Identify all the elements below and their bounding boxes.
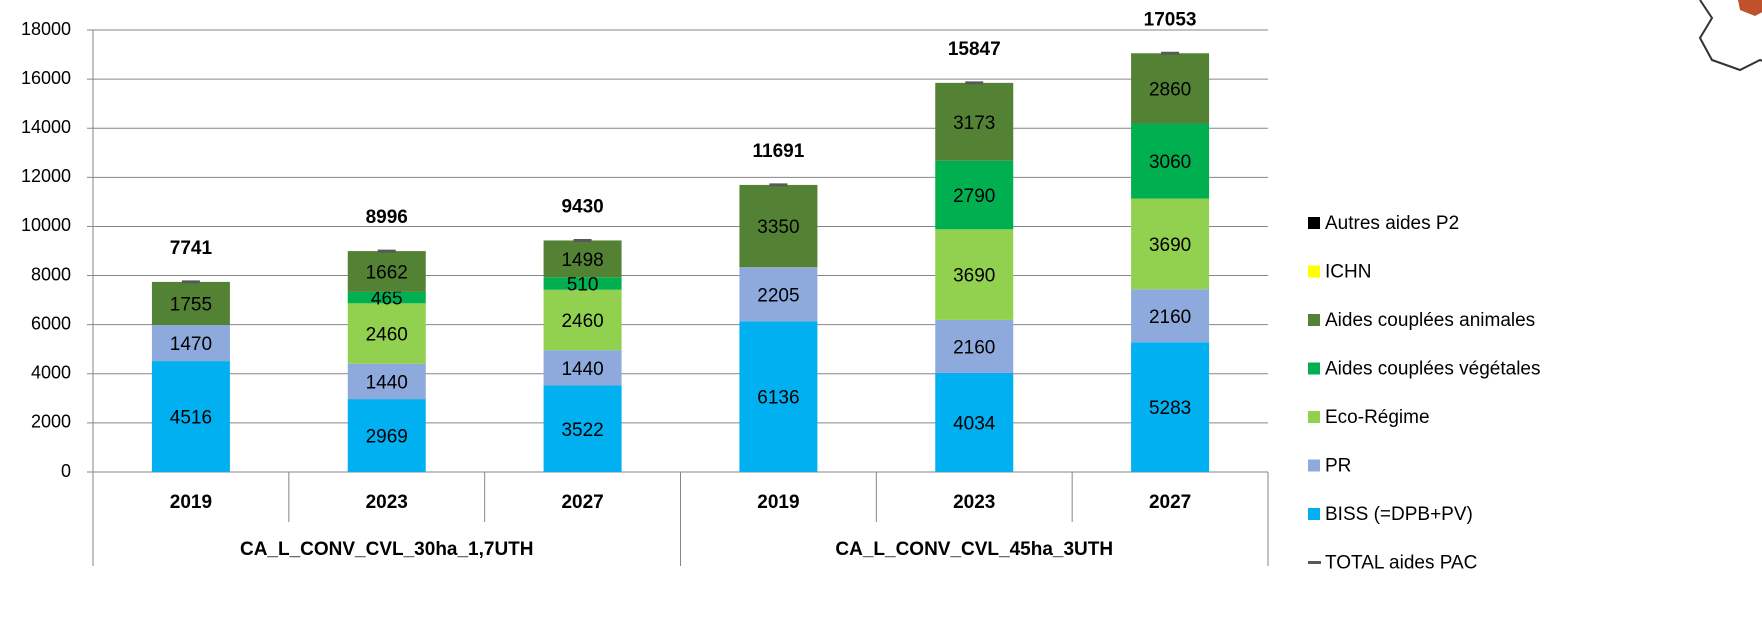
y-tick-label: 10000 [21,215,71,235]
y-tick-label: 6000 [31,313,71,333]
bar-segment [1131,289,1210,343]
legend-swatch [1308,459,1320,472]
bar-segment [347,399,426,472]
legend-swatch [1308,508,1320,520]
legend-swatch [1308,362,1320,375]
data-label: 6136 [757,388,799,409]
y-tick-label: 16000 [21,68,71,88]
data-label: 5283 [1149,398,1191,419]
legend-swatch [1308,265,1320,278]
y-tick-label: 8000 [31,264,71,284]
legend-swatch [1308,411,1320,423]
bar-segment [543,350,622,386]
data-label: 1755 [170,294,212,315]
bar-segment [935,229,1014,320]
data-label: 3522 [561,420,603,441]
legend-label: BISS (=DPB+PV) [1325,504,1473,525]
bar-segment [739,267,818,322]
bar-segment [739,321,818,472]
bar-segment [935,82,1014,161]
y-tick-label: 18000 [21,19,71,39]
bar-segment [151,281,230,326]
x-tick-label: 2027 [1149,492,1191,513]
group-label: CA_L_CONV_CVL_30ha_1,7UTH [240,539,534,560]
legend-label: Eco-Régime [1325,407,1430,428]
bar-segment [151,361,230,472]
y-tick-label: 14000 [21,117,71,137]
x-tick-label: 2019 [170,492,212,513]
bar-segment [151,325,230,362]
data-label: 3690 [1149,235,1191,256]
bar-segment [935,319,1014,373]
data-label: 2205 [757,285,799,306]
map-region [1738,0,1762,16]
data-label: 2969 [366,427,408,448]
data-label: 1662 [366,263,408,284]
legend-label: TOTAL aides PAC [1325,553,1477,574]
group-label: CA_L_CONV_CVL_45ha_3UTH [835,539,1113,560]
data-label: 2160 [1149,307,1191,328]
bar-segment [347,251,426,292]
total-label: 8996 [366,207,408,228]
data-label: 1498 [561,250,603,271]
bar-segment [347,303,426,364]
data-label: 3350 [757,217,799,238]
total-label: 11691 [753,141,805,162]
bar-segment [1131,342,1210,472]
legend-label: PR [1325,456,1351,477]
bar-segment [935,160,1014,230]
bar-segment [1131,198,1210,290]
data-label: 2460 [561,311,603,332]
x-tick-label: 2023 [366,492,408,513]
bar-segment [543,385,622,472]
x-tick-label: 2019 [757,492,799,513]
bar-segment [543,240,622,278]
bar-segment [739,184,818,268]
legend-swatch [1308,314,1320,326]
bar-segment [1131,123,1210,199]
y-tick-label: 12000 [21,166,71,186]
total-label: 9430 [561,196,603,217]
total-label: 7741 [170,238,213,259]
data-label: 3690 [953,266,995,287]
data-label: 1440 [561,359,603,380]
bar-segment [543,289,622,351]
data-label: 1470 [170,334,212,355]
map-icon [1698,0,1762,72]
data-label: 3060 [1149,152,1191,173]
bar-segment [543,277,622,290]
data-label: 465 [371,289,403,310]
legend-swatch [1308,217,1320,229]
y-tick-label: 4000 [31,363,71,383]
bar-segment [1131,53,1210,124]
data-label: 510 [567,275,599,296]
data-label: 2160 [953,337,995,358]
data-label: 2460 [366,325,408,346]
x-tick-label: 2023 [953,492,995,513]
y-tick-label: 2000 [31,412,71,432]
data-label: 3173 [953,113,995,134]
legend-label: Aides couplées animales [1325,310,1535,331]
total-label: 17053 [1144,9,1197,30]
bar-segment [347,291,426,304]
bar-segment [347,363,426,400]
x-tick-label: 2027 [561,492,603,513]
data-label: 1440 [366,372,408,393]
data-label: 4516 [170,408,212,429]
legend-label: Aides couplées végétales [1325,359,1540,380]
legend-label: ICHN [1325,262,1371,283]
data-label: 2860 [1149,79,1191,100]
data-label: 4034 [953,413,996,434]
bar-segment [935,372,1014,472]
data-label: 2790 [953,186,995,207]
legend-label: Autres aides P2 [1325,213,1459,234]
total-label: 15847 [948,39,1001,60]
y-tick-label: 0 [61,461,71,481]
